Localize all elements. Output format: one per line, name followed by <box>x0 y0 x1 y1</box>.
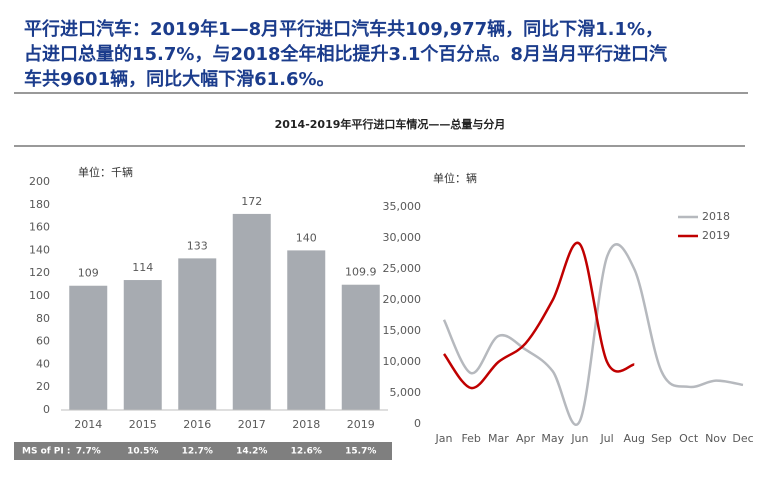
title-line: 占进口总量的15.7%，与2018全年相比提升3.1个百分点。8月当月平行进口汽 <box>24 43 667 65</box>
x-tick-label: Aug <box>624 432 645 445</box>
legend-label: 2019 <box>702 229 730 242</box>
unit-label: 单位：千辆 <box>78 165 133 179</box>
x-tick-label: Feb <box>461 432 480 445</box>
ms-value: 12.7% <box>182 447 213 457</box>
bar <box>69 285 108 410</box>
data-label: 133 <box>187 239 208 252</box>
title-line: 平行进口汽车：2019年1—8月平行进口汽车共109,977辆，同比下滑1.1%… <box>24 18 663 40</box>
y-tick-label: 0 <box>43 403 50 416</box>
x-tick-label: Apr <box>516 432 536 445</box>
ms-value: 7.7% <box>76 447 101 457</box>
y-tick-label: 100 <box>29 289 50 302</box>
y-tick-label: 0 <box>414 417 421 430</box>
data-label: 114 <box>132 261 153 274</box>
bar <box>178 258 217 410</box>
bar <box>341 284 380 410</box>
x-tick-label: 2019 <box>347 418 375 431</box>
data-label: 109.9 <box>345 266 377 279</box>
x-tick-label: May <box>541 432 564 445</box>
x-tick-label: Jan <box>435 432 453 445</box>
bar <box>123 280 162 410</box>
ms-value: 14.2% <box>236 447 267 457</box>
line-series <box>442 241 635 390</box>
ms-value: 15.7% <box>345 447 376 457</box>
subtitle: 2014-2019年平行进口车情况——总量与分月 <box>275 117 506 131</box>
data-label: 140 <box>296 231 317 244</box>
y-tick-label: 30,000 <box>383 231 422 244</box>
line-series <box>442 243 744 426</box>
y-tick-label: 10,000 <box>383 355 422 368</box>
y-tick-label: 40 <box>36 357 50 370</box>
y-tick-label: 140 <box>29 243 50 256</box>
ms-value: 10.5% <box>127 447 158 457</box>
x-tick-label: Oct <box>679 432 699 445</box>
unit-label: 单位：辆 <box>433 171 477 185</box>
bar <box>287 250 326 410</box>
x-tick-label: Mar <box>488 432 509 445</box>
ms-label: MS of PI : <box>22 447 70 457</box>
y-tick-label: 25,000 <box>383 262 422 275</box>
y-tick-label: 200 <box>29 175 50 188</box>
x-tick-label: 2016 <box>183 418 211 431</box>
data-label: 109 <box>78 267 99 280</box>
y-tick-label: 80 <box>36 312 50 325</box>
y-tick-label: 15,000 <box>383 324 422 337</box>
x-tick-label: 2017 <box>238 418 266 431</box>
legend-label: 2018 <box>702 210 730 223</box>
x-tick-label: Nov <box>705 432 727 445</box>
x-tick-label: Jul <box>599 432 613 445</box>
y-tick-label: 180 <box>29 198 50 211</box>
ms-value: 12.6% <box>291 447 322 457</box>
x-tick-label: Dec <box>732 432 753 445</box>
data-label: 172 <box>241 195 262 208</box>
y-tick-label: 160 <box>29 221 50 234</box>
y-tick-label: 35,000 <box>383 200 422 213</box>
x-tick-label: Sep <box>651 432 672 445</box>
y-tick-label: 20,000 <box>383 293 422 306</box>
y-tick-label: 5,000 <box>390 386 422 399</box>
ms-row <box>14 442 392 460</box>
y-tick-label: 60 <box>36 335 50 348</box>
y-tick-label: 120 <box>29 266 50 279</box>
title-line: 车共9601辆，同比大幅下滑61.6%。 <box>24 68 335 90</box>
bar <box>232 213 271 410</box>
x-tick-label: Jun <box>570 432 588 445</box>
y-tick-label: 20 <box>36 380 50 393</box>
x-tick-label: 2018 <box>292 418 320 431</box>
x-tick-label: 2015 <box>129 418 157 431</box>
x-tick-label: 2014 <box>74 418 102 431</box>
